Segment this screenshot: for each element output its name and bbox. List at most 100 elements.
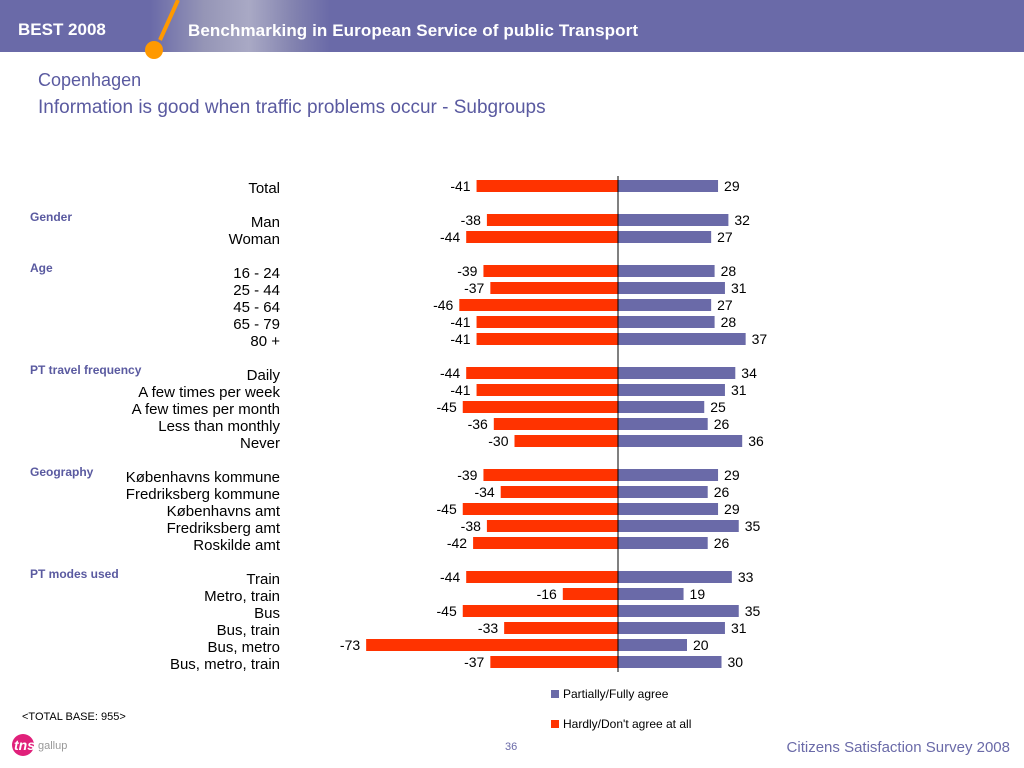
- disagree-bar: [476, 384, 618, 396]
- legend-swatch-disagree: [551, 720, 559, 728]
- disagree-bar: [476, 316, 618, 328]
- agree-bar: [618, 656, 722, 668]
- disagree-bar: [490, 656, 618, 668]
- disagree-value-label: -44: [440, 229, 460, 245]
- row-label: Daily: [247, 367, 281, 384]
- tns-gallup-logo: tns gallup: [12, 734, 82, 764]
- disagree-value-label: -34: [474, 484, 494, 500]
- agree-bar: [618, 639, 687, 651]
- agree-value-label: 31: [731, 620, 747, 636]
- agree-value-label: 29: [724, 467, 740, 483]
- row-label: Woman: [229, 231, 280, 248]
- disagree-bar: [493, 418, 618, 430]
- agree-value-label: 36: [748, 433, 764, 449]
- logo-subtext: gallup: [38, 740, 68, 752]
- logo-text: tns: [14, 737, 35, 753]
- disagree-value-label: -16: [537, 586, 557, 602]
- row-label: Københavns kommune: [126, 469, 280, 486]
- agree-value-label: 33: [738, 569, 754, 585]
- agree-bar: [618, 571, 732, 583]
- disagree-value-label: -38: [461, 212, 481, 228]
- group-header: PT travel frequency: [30, 363, 142, 377]
- row-label: Roskilde amt: [193, 537, 281, 554]
- row-label: Bus, metro, train: [170, 656, 280, 673]
- row-label: Less than monthly: [158, 418, 280, 435]
- agree-value-label: 35: [745, 603, 761, 619]
- slide-city: Copenhagen: [38, 70, 142, 90]
- disagree-bar: [476, 333, 618, 345]
- row-label: A few times per week: [138, 384, 280, 401]
- row-label: Bus, metro: [207, 639, 280, 656]
- agree-value-label: 34: [741, 365, 757, 381]
- disagree-value-label: -73: [340, 637, 360, 653]
- agree-bar: [618, 180, 719, 192]
- agree-value-label: 26: [714, 535, 730, 551]
- total-base-note: <TOTAL BASE: 955>: [22, 711, 126, 723]
- row-label: Total: [248, 180, 280, 197]
- group-header: Age: [30, 261, 53, 275]
- disagree-bar: [476, 180, 618, 192]
- row-label: 45 - 64: [233, 299, 280, 316]
- agree-bar: [618, 622, 725, 634]
- row-label: Never: [240, 435, 280, 452]
- row-label: Københavns amt: [167, 503, 281, 520]
- disagree-bar: [462, 401, 618, 413]
- header-title: Benchmarking in European Service of publ…: [188, 21, 639, 40]
- agree-bar: [618, 265, 715, 277]
- agree-bar: [618, 316, 715, 328]
- agree-value-label: 29: [724, 501, 740, 517]
- disagree-value-label: -33: [478, 620, 498, 636]
- disagree-bar: [490, 282, 618, 294]
- agree-value-label: 25: [710, 399, 726, 415]
- disagree-value-label: -42: [447, 535, 467, 551]
- disagree-bar: [473, 537, 618, 549]
- agree-bar: [618, 435, 743, 447]
- agree-bar: [618, 367, 736, 379]
- agree-bar: [618, 214, 729, 226]
- disagree-value-label: -36: [468, 416, 488, 432]
- disagree-value-label: -37: [464, 654, 484, 670]
- agree-value-label: 26: [714, 416, 730, 432]
- agree-bar: [618, 486, 708, 498]
- agree-bar: [618, 469, 719, 481]
- disagree-bar: [514, 435, 618, 447]
- header-bar: BEST 2008 Benchmarking in European Servi…: [0, 0, 1024, 59]
- disagree-value-label: -45: [437, 603, 457, 619]
- disagree-bar: [483, 265, 618, 277]
- disagree-bar: [466, 367, 618, 379]
- agree-value-label: 31: [731, 280, 747, 296]
- row-label: Bus: [254, 605, 280, 622]
- disagree-value-label: -37: [464, 280, 484, 296]
- agree-value-label: 31: [731, 382, 747, 398]
- disagree-value-label: -41: [450, 331, 470, 347]
- disagree-bar: [504, 622, 618, 634]
- disagree-bar: [459, 299, 618, 311]
- agree-value-label: 20: [693, 637, 709, 653]
- disagree-bar: [483, 469, 618, 481]
- row-label: Fredriksberg kommune: [126, 486, 280, 503]
- page-number: 36: [505, 741, 518, 753]
- row-label: Bus, train: [217, 622, 280, 639]
- disagree-value-label: -41: [450, 314, 470, 330]
- disagree-value-label: -44: [440, 365, 460, 381]
- header-decoration: [145, 0, 180, 59]
- row-label: Fredriksberg amt: [167, 520, 281, 537]
- row-label: A few times per month: [132, 401, 280, 418]
- footer-survey-title: Citizens Satisfaction Survey 2008: [786, 739, 1010, 756]
- row-label: 65 - 79: [233, 316, 280, 333]
- agree-bar: [618, 520, 739, 532]
- agree-value-label: 29: [724, 178, 740, 194]
- disagree-bar: [462, 503, 618, 515]
- disagree-bar: [462, 605, 618, 617]
- disagree-bar: [562, 588, 618, 600]
- agree-value-label: 26: [714, 484, 730, 500]
- disagree-bar: [466, 231, 618, 243]
- brand-label: BEST 2008: [18, 20, 106, 39]
- disagree-value-label: -41: [450, 178, 470, 194]
- row-label: 25 - 44: [233, 282, 280, 299]
- agree-value-label: 27: [717, 229, 733, 245]
- row-label: Train: [246, 571, 280, 588]
- logo-badge: [12, 734, 34, 756]
- disagree-value-label: -39: [457, 467, 477, 483]
